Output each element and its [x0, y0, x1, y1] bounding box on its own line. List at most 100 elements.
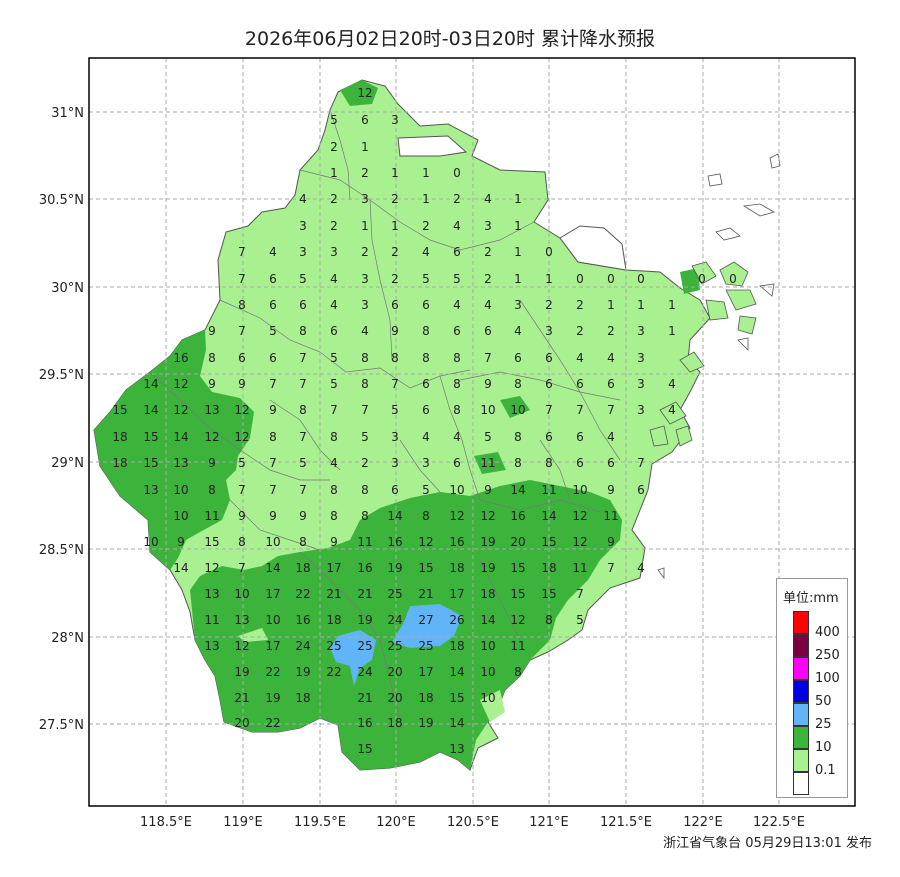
station-value: 12: [234, 403, 249, 417]
legend-swatch: [793, 726, 809, 749]
station-value: 6: [361, 113, 369, 127]
station-value: 7: [299, 351, 307, 365]
station-value: 10: [265, 535, 280, 549]
station-value: 10: [510, 403, 525, 417]
station-value: 8: [330, 509, 338, 523]
station-value: 18: [112, 456, 127, 470]
station-value: 18: [480, 587, 495, 601]
station-value: 2: [391, 272, 399, 286]
station-value: 5: [269, 324, 277, 338]
station-value: 6: [391, 483, 399, 497]
station-value: 21: [326, 587, 341, 601]
station-value: 15: [112, 403, 127, 417]
station-value: 22: [295, 587, 310, 601]
station-value: 2: [361, 456, 369, 470]
station-value: 1: [422, 192, 430, 206]
station-value: 9: [208, 456, 216, 470]
station-value: 8: [361, 351, 369, 365]
station-value: 13: [234, 613, 249, 627]
station-value: 8: [299, 403, 307, 417]
station-value: 7: [238, 561, 246, 575]
station-value: 8: [238, 535, 246, 549]
station-value: 7: [238, 272, 246, 286]
legend: 单位:mm 400 250 100 50 25 10 0.1: [776, 578, 848, 798]
station-value: 4: [576, 351, 584, 365]
station-value: 6: [330, 324, 338, 338]
legend-label: 100: [815, 671, 840, 686]
station-value: 3: [361, 192, 369, 206]
station-value: 15: [541, 535, 556, 549]
station-value: 16: [357, 561, 372, 575]
station-value: 9: [299, 509, 307, 523]
station-value: 21: [234, 691, 249, 705]
station-value: 5: [330, 351, 338, 365]
station-value: 6: [545, 351, 553, 365]
station-value: 9: [208, 324, 216, 338]
station-value: 1: [514, 272, 522, 286]
station-value: 10: [480, 691, 495, 705]
legend-label: 50: [815, 694, 832, 709]
station-value: 17: [265, 587, 280, 601]
lat-tick: 29.5°N: [39, 368, 84, 383]
station-value: 14: [173, 430, 188, 444]
station-value: 18: [295, 561, 310, 575]
station-value: 1: [607, 298, 615, 312]
station-value: 6: [453, 245, 461, 259]
station-value: 20: [510, 535, 525, 549]
station-value: 13: [143, 483, 158, 497]
station-value: 6: [422, 298, 430, 312]
station-value: 15: [418, 561, 433, 575]
station-value: 15: [143, 430, 158, 444]
legend-swatch: [793, 611, 809, 634]
station-value: 7: [269, 377, 277, 391]
station-value: 19: [357, 613, 372, 627]
station-value: 8: [422, 324, 430, 338]
precip-zone-10-25-west: [94, 330, 254, 570]
station-value: 1: [514, 192, 522, 206]
station-value: 1: [637, 298, 645, 312]
lat-tick: 27.5°N: [39, 718, 84, 733]
station-value: 26: [449, 613, 464, 627]
legend-label: 25: [815, 717, 832, 732]
station-value: 3: [637, 324, 645, 338]
lon-tick: 121°E: [529, 815, 569, 830]
station-value: 6: [514, 351, 522, 365]
station-value: 3: [299, 219, 307, 233]
station-value: 14: [387, 509, 402, 523]
station-value: 2: [361, 166, 369, 180]
station-value: 8: [299, 324, 307, 338]
station-value: 10: [572, 483, 587, 497]
station-value: 18: [295, 691, 310, 705]
station-value: 2: [576, 298, 584, 312]
station-value: 6: [269, 351, 277, 365]
station-value: 11: [357, 535, 372, 549]
station-value: 24: [357, 665, 372, 679]
station-value: 14: [510, 483, 525, 497]
lon-tick: 122°E: [683, 815, 723, 830]
station-value: 12: [449, 509, 464, 523]
station-value: 2: [453, 192, 461, 206]
station-value: 10: [234, 587, 249, 601]
station-value: 15: [204, 535, 219, 549]
station-value: 7: [238, 245, 246, 259]
station-value: 24: [387, 613, 402, 627]
lat-tick: 30.5°N: [39, 193, 84, 208]
station-value: 11: [204, 613, 219, 627]
station-value: 10: [173, 483, 188, 497]
station-value: 7: [637, 456, 645, 470]
station-value: 7: [545, 403, 553, 417]
station-value: 4: [484, 192, 492, 206]
station-value: 12: [204, 561, 219, 575]
station-value: 10: [265, 613, 280, 627]
station-value: 14: [143, 377, 158, 391]
lat-axis: 31°N 30.5°N 30°N 29.5°N 29°N 28.5°N 28°N…: [39, 106, 84, 733]
station-value: 25: [387, 587, 402, 601]
station-value: 7: [299, 430, 307, 444]
legend-swatch: [793, 772, 809, 795]
station-value: 5: [484, 430, 492, 444]
precip-zone-25-50-b: [330, 630, 376, 686]
station-value: 12: [480, 509, 495, 523]
station-value: 7: [238, 483, 246, 497]
station-value: 8: [361, 377, 369, 391]
station-value: 8: [361, 509, 369, 523]
